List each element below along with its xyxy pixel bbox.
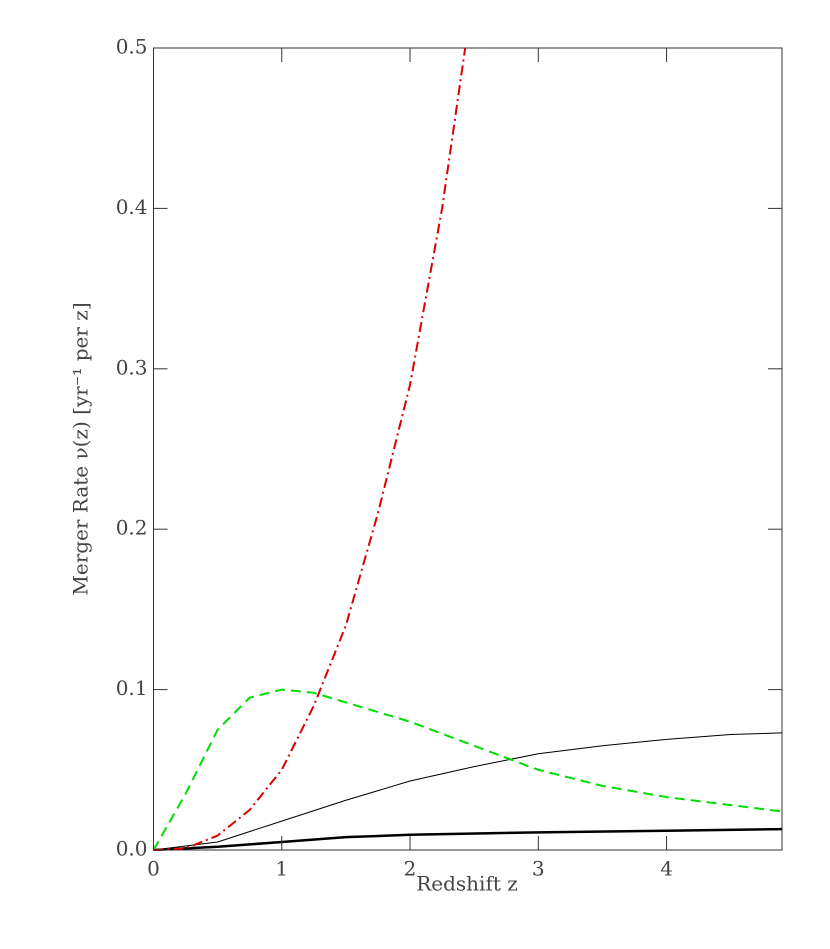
x-tick-label: 0	[147, 857, 160, 881]
y-tick-label: 0.4	[116, 195, 148, 219]
x-tick-label: 4	[660, 857, 673, 881]
y-axis-label: Merger Rate ν(z) [yr⁻¹ per z]	[69, 302, 93, 595]
y-tick-label: 0.5	[116, 35, 148, 59]
x-tick-label: 3	[532, 857, 545, 881]
x-tick-label: 1	[275, 857, 288, 881]
series-line	[153, 47, 467, 851]
series-line	[153, 688, 783, 851]
series-line	[153, 827, 783, 851]
y-tick-label: 0.0	[116, 837, 148, 861]
y-tick-label: 0.1	[116, 676, 148, 700]
x-axis-label: Redshift z	[416, 872, 518, 896]
plot-frame	[153, 47, 783, 851]
series-line	[153, 732, 783, 851]
y-tick-label: 0.2	[116, 516, 148, 540]
y-tick-label: 0.3	[116, 355, 148, 379]
plot-area	[153, 47, 783, 851]
x-tick-label: 2	[404, 857, 417, 881]
